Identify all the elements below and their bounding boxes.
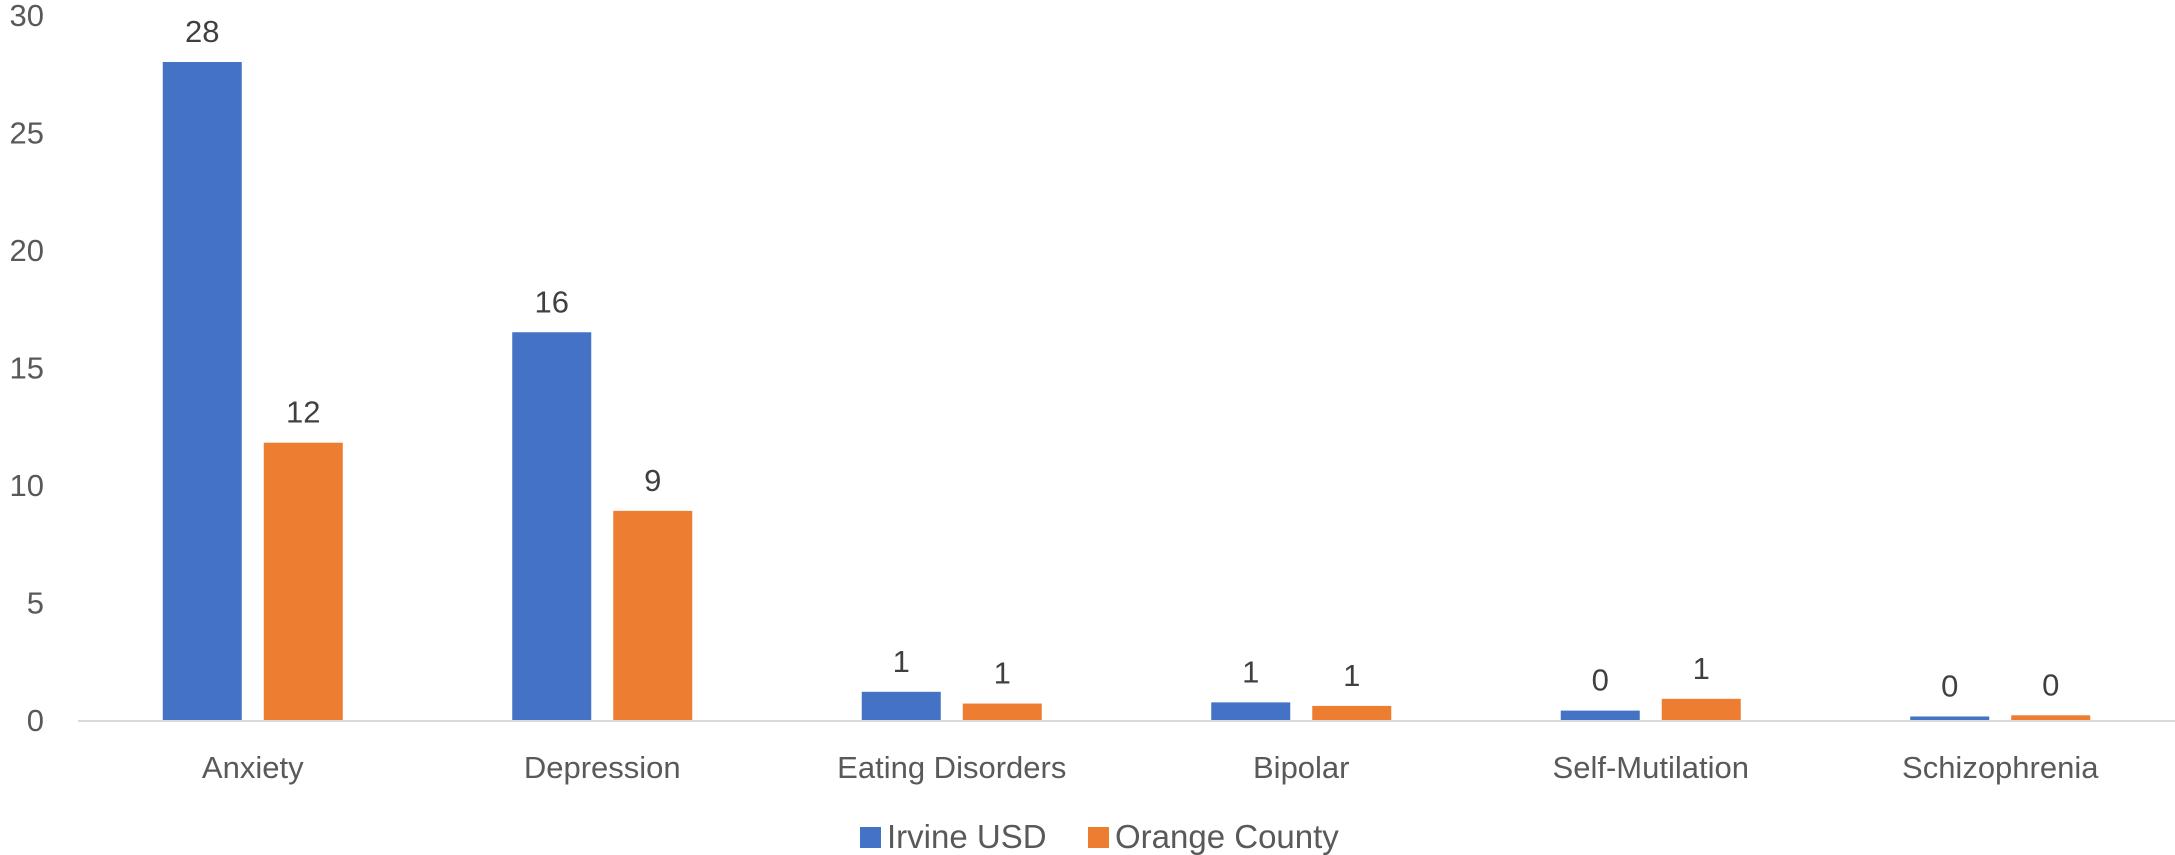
bar	[861, 691, 941, 720]
data-label: 0	[1592, 663, 1609, 698]
legend: Irvine USD Orange County	[860, 818, 1339, 855]
y-axis: 0 5 10 15 20 25 30	[10, 0, 44, 738]
data-label: 1	[1343, 658, 1360, 693]
bar	[162, 62, 242, 720]
data-label: 16	[535, 284, 569, 319]
data-label: 1	[1693, 651, 1710, 686]
data-label: 0	[1941, 668, 1958, 703]
x-category-label: Eating Disorders	[837, 750, 1066, 785]
legend-swatch	[860, 827, 881, 848]
y-tick-label: 5	[27, 586, 44, 621]
legend-label: Irvine USD	[887, 818, 1047, 855]
y-tick-label: 15	[10, 351, 44, 386]
y-tick-label: 10	[10, 468, 44, 503]
y-tick-label: 25	[10, 116, 44, 151]
y-tick-label: 30	[10, 0, 44, 33]
bar	[1560, 710, 1640, 720]
data-label: 1	[994, 656, 1011, 691]
data-label: 1	[1242, 654, 1259, 689]
bar	[1211, 702, 1291, 720]
x-category-label: Schizophrenia	[1902, 750, 2099, 785]
plot-area: 28 12 16 9 1 1 1 1 0 1 0 0	[162, 14, 2091, 720]
data-label: 0	[2042, 667, 2059, 702]
bar	[1312, 705, 1392, 720]
bar	[613, 510, 693, 720]
bar	[263, 442, 343, 720]
bar	[1661, 698, 1741, 720]
data-label: 1	[893, 644, 910, 679]
y-tick-label: 20	[10, 233, 44, 268]
x-category-label: Anxiety	[202, 750, 304, 785]
data-label: 28	[185, 14, 219, 49]
bar	[2011, 715, 2091, 720]
legend-swatch	[1088, 827, 1109, 848]
bar	[512, 332, 592, 720]
y-tick-label: 0	[27, 703, 44, 738]
data-label: 9	[644, 463, 661, 498]
x-category-label: Self-Mutilation	[1553, 750, 1749, 785]
x-category-label: Depression	[524, 750, 681, 785]
x-axis: Anxiety Depression Eating Disorders Bipolar…	[202, 750, 2099, 785]
legend-label: Orange County	[1115, 818, 1339, 855]
x-category-label: Bipolar	[1253, 750, 1350, 785]
data-label: 12	[286, 395, 320, 430]
bar	[1910, 716, 1990, 720]
bar	[962, 703, 1042, 720]
